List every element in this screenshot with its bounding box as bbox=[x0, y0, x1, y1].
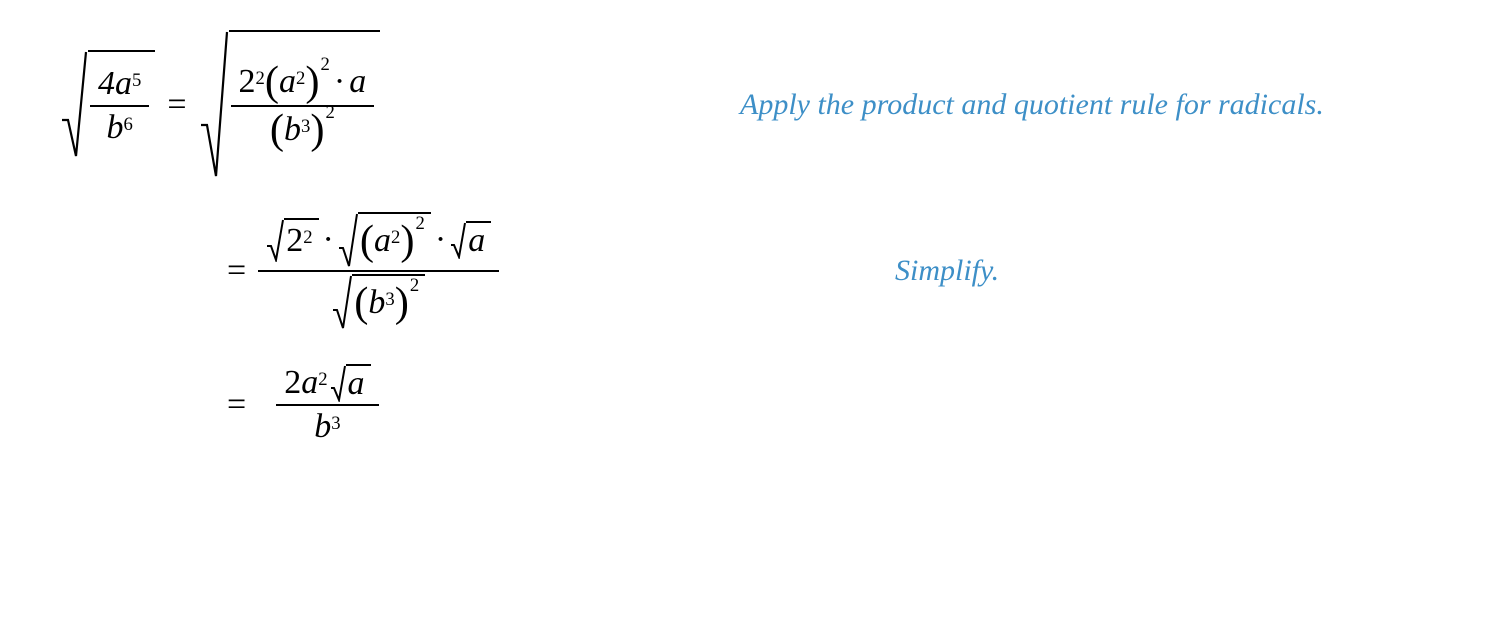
s2-den-outer: 2 bbox=[410, 275, 419, 297]
s2-b: b bbox=[368, 284, 385, 322]
rhs1-a: a bbox=[279, 63, 296, 101]
lhs-den-sup: 6 bbox=[124, 114, 133, 136]
s2-outer: 2 bbox=[416, 213, 425, 235]
radical-icon bbox=[199, 30, 229, 180]
radical-icon bbox=[60, 50, 88, 160]
radical-icon bbox=[266, 218, 284, 262]
step-2-equation: = 22 · bbox=[60, 210, 835, 332]
rparen: ) bbox=[310, 109, 324, 152]
rhs-fraction-3: 2a2 a b3 bbox=[276, 362, 378, 448]
s3-a-sup: 2 bbox=[318, 369, 327, 391]
step-3-equation: = 2a2 a bbox=[60, 362, 835, 448]
rparen: ) bbox=[305, 61, 319, 104]
step-2-annotation: Simplify. bbox=[895, 248, 999, 295]
sqrt-2sq: 22 bbox=[266, 218, 318, 262]
rhs1-den-outer-sup: 2 bbox=[326, 102, 335, 124]
cdot: · bbox=[435, 221, 446, 259]
s3-a: a bbox=[301, 364, 318, 402]
s3-b-sup: 3 bbox=[331, 413, 340, 435]
s2-a: a bbox=[374, 222, 391, 260]
sqrt-b3sq: ( b3 ) 2 bbox=[332, 274, 425, 330]
step-2: = 22 · bbox=[60, 210, 1440, 332]
s2-b-sup: 3 bbox=[385, 289, 394, 311]
step-1-equation: 4a5 b6 = bbox=[60, 30, 680, 180]
rparen: ) bbox=[400, 220, 414, 263]
rhs-fraction-2: 22 · ( a2 bbox=[258, 210, 499, 332]
rhs1-n-2: 2 bbox=[239, 63, 256, 101]
rhs-fraction-1: 22 ( a2 ) 2 · a bbox=[231, 59, 375, 154]
sqrt-a2sq: ( a2 ) 2 bbox=[338, 212, 431, 268]
lparen: ( bbox=[270, 109, 284, 152]
lparen: ( bbox=[360, 220, 374, 263]
equals-1: = bbox=[167, 86, 186, 124]
s3-rad-a: a bbox=[348, 365, 365, 403]
radical-icon bbox=[338, 212, 358, 268]
s3-2: 2 bbox=[284, 364, 301, 402]
step-1-annotation: Apply the product and quotient rule for … bbox=[740, 82, 1324, 129]
lhs-denominator: b bbox=[107, 109, 124, 147]
radical-icon bbox=[330, 364, 346, 402]
cdot: · bbox=[334, 63, 345, 101]
s3-b: b bbox=[314, 408, 331, 446]
lparen: ( bbox=[265, 61, 279, 104]
step-3: = 2a2 a bbox=[60, 362, 1440, 448]
rhs1-n-2sup: 2 bbox=[256, 68, 265, 90]
rhs1-b-sup: 3 bbox=[301, 116, 310, 138]
step-1: 4a5 b6 = bbox=[60, 30, 1440, 180]
math-derivation: 4a5 b6 = bbox=[60, 30, 1440, 448]
rparen: ) bbox=[395, 282, 409, 325]
rhs-sqrt-1: 22 ( a2 ) 2 · a bbox=[199, 30, 381, 180]
lhs-num-sup: 5 bbox=[132, 70, 141, 92]
rhs1-trail-a: a bbox=[349, 63, 366, 101]
radical-icon bbox=[450, 221, 466, 259]
lhs-sqrt: 4a5 b6 bbox=[60, 50, 155, 160]
sqrt-a: a bbox=[450, 221, 491, 259]
lparen: ( bbox=[354, 282, 368, 325]
s2-a-plain: a bbox=[468, 222, 485, 260]
lhs-numerator: 4a bbox=[98, 65, 132, 103]
s2-2sup: 2 bbox=[303, 227, 312, 249]
s2-a-sup: 2 bbox=[391, 227, 400, 249]
lhs-fraction: 4a5 b6 bbox=[90, 63, 149, 149]
rhs1-a-sup: 2 bbox=[296, 68, 305, 90]
radical-icon bbox=[332, 274, 352, 330]
sqrt-a-final: a bbox=[330, 364, 371, 402]
rhs1-b: b bbox=[284, 111, 301, 149]
s2-2: 2 bbox=[286, 222, 303, 260]
cdot: · bbox=[323, 221, 334, 259]
rhs1-outer-sup: 2 bbox=[321, 54, 330, 76]
equals-2: = bbox=[227, 252, 246, 290]
equals-3: = bbox=[227, 386, 246, 424]
